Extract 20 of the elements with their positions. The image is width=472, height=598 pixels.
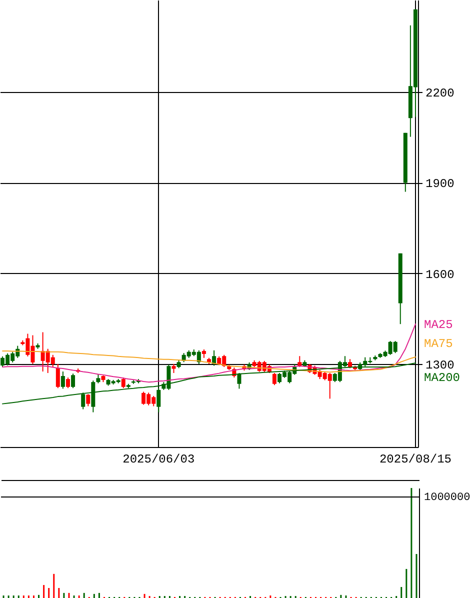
candlestick xyxy=(237,372,242,390)
candlestick xyxy=(86,394,90,407)
series-label: MA75 xyxy=(424,336,453,351)
y-tick-label: 1900 xyxy=(426,177,454,192)
candlestick xyxy=(66,377,70,389)
x-tick-label: 2025/06/03 xyxy=(122,452,195,466)
candlestick xyxy=(71,373,76,389)
y-tick-label: 2200 xyxy=(426,86,454,101)
x-tick-label: 2025/08/15 xyxy=(379,452,452,466)
text: 1000000 xyxy=(424,492,470,504)
candlestick xyxy=(56,363,60,389)
series-label: MA200 xyxy=(424,371,460,386)
y-tick-label: 1300 xyxy=(426,358,454,372)
series-label: MA25 xyxy=(424,318,453,332)
candlestick xyxy=(272,372,276,386)
candlestick xyxy=(172,363,176,374)
y-tick-label: 1600 xyxy=(426,268,454,282)
candlestick xyxy=(348,358,352,369)
candlestick xyxy=(60,370,65,390)
candlestick xyxy=(121,377,126,389)
